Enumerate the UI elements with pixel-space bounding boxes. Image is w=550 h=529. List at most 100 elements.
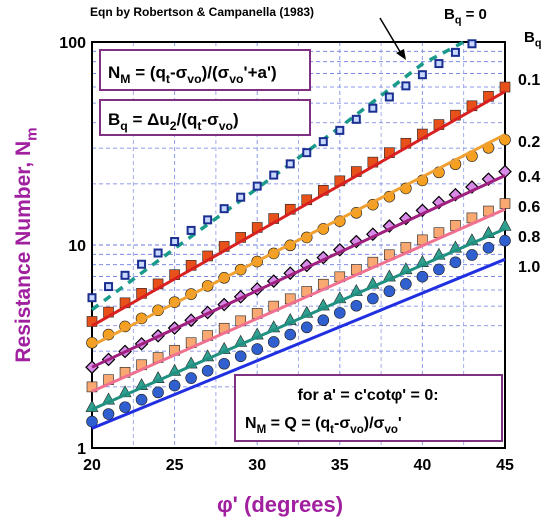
reference-line [90,40,465,312]
marker [499,234,511,247]
text-part: -σ [334,415,350,432]
marker [168,379,181,392]
marker [383,285,396,298]
marker [267,336,280,348]
marker [283,266,298,281]
marker [104,282,114,292]
marker [119,401,131,413]
marker [401,81,411,91]
text-part: q [455,15,462,27]
text-part: vo [384,424,397,436]
x-tick-label: 45 [496,457,514,474]
text-part: Resistance Number, N [12,141,35,363]
x-tick-label: 40 [414,457,432,474]
marker [333,307,346,319]
text-part: )/(σ [202,63,230,82]
text-part: t [330,424,334,436]
marker [499,198,511,209]
text-part: N [245,415,257,432]
marker [415,203,430,218]
marker [170,237,180,247]
marker [302,148,312,158]
y-tick-label: 1 [77,441,86,458]
x-axis-label: φ' (degrees) [217,492,343,517]
annotation: for a' = c'cotφ' = 0: [297,387,438,404]
fit-line [91,90,506,328]
marker [318,137,328,147]
fit-line [91,227,506,411]
marker [335,125,345,135]
marker [450,47,460,57]
text-part: ' [398,415,402,432]
text-part: M [257,424,267,436]
text-part: t [166,72,170,86]
text-part: B [444,6,455,23]
marker [384,92,394,102]
legend-label: 0.8 [518,229,540,246]
marker [120,270,130,280]
marker [498,164,512,179]
marker [350,299,363,312]
marker [332,242,347,257]
text-part: -σ [170,63,188,82]
x-tick-label: 20 [83,457,101,474]
fit-line [91,133,506,347]
marker [269,170,279,180]
annotation: NM = Q = (qt-σvo)/σvo' [245,415,402,436]
marker [185,372,197,384]
text-part: )/σ [364,415,385,432]
text-part: vo [229,72,243,86]
text-part: φ' (degrees) [217,492,343,517]
marker [251,343,264,355]
text-part: q [120,119,127,133]
marker [299,258,314,273]
marker [317,314,330,327]
marker [87,293,97,303]
annotation-box [99,99,311,136]
arrow [379,17,403,56]
text-part: for a' = c'cotφ' = 0: [297,387,438,404]
text-part: vo [219,119,233,133]
marker [218,357,230,370]
text-part: B [524,29,535,46]
legend-label: 0.2 [518,134,540,151]
annotation-box [99,49,311,91]
legend-title: Bq [524,29,541,50]
text-part: /(q [177,110,198,129]
text-part: M [120,72,130,86]
fit-line [91,207,506,393]
marker [135,393,148,406]
marker [351,114,361,124]
legend-label: 1.0 [518,259,540,276]
text-part: -σ [201,110,219,129]
marker [300,321,313,334]
text-part: vo [350,424,363,436]
marker [234,350,247,363]
marker [266,274,281,288]
annotation-box [234,374,503,442]
text-part: t [197,119,201,133]
marker [201,365,214,377]
y-axis-label: Resistance Number, Nm [12,127,40,362]
marker [481,172,496,187]
text-part: vo [187,72,201,86]
marker [417,70,427,80]
marker [153,248,163,258]
x-tick-label: 35 [331,457,349,474]
fit-line [91,174,506,369]
x-tick-label: 30 [248,457,266,474]
plot-marks [85,39,512,430]
marker [367,292,379,305]
legend-label: 0.4 [518,169,540,186]
marker [400,278,412,290]
legend-label: Bq = 0 [444,6,487,27]
marker [252,181,262,191]
marker [102,408,115,420]
y-tick-label: 100 [59,35,86,52]
text-part: '+a') [244,63,277,82]
marker [449,256,462,269]
y-tick-label: 10 [68,238,86,255]
marker [236,192,246,202]
annotation: Bq = Δu2/(qt-σvo) [108,110,239,133]
x-tick-label: 25 [166,457,184,474]
